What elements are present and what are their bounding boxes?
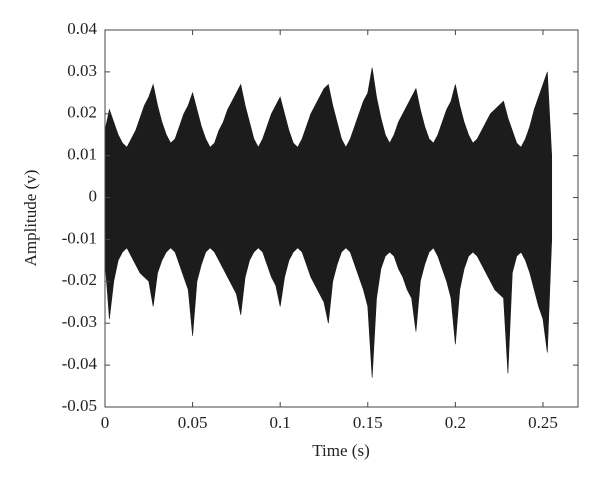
y-tick-label: -0.02 <box>62 270 97 289</box>
signal-area <box>104 197 553 378</box>
x-axis-label: Time (s) <box>312 441 369 460</box>
plot-frame <box>104 29 579 408</box>
y-tick-label: -0.04 <box>62 354 98 373</box>
y-tick-label: -0.03 <box>62 312 97 331</box>
y-tick-label: 0.01 <box>67 145 97 164</box>
x-tick-label: 0.2 <box>445 413 466 432</box>
signal-area <box>104 67 553 198</box>
x-tick-label: 0.15 <box>353 413 383 432</box>
y-tick-label: 0 <box>89 186 98 205</box>
x-tick-label: 0.25 <box>528 413 558 432</box>
y-tick-label: 0.02 <box>67 103 97 122</box>
y-tick-label: 0.03 <box>67 61 97 80</box>
x-tick-label: 0.05 <box>178 413 208 432</box>
y-tick-label: 0.04 <box>67 19 97 38</box>
y-tick-label: -0.01 <box>62 228 97 247</box>
x-tick-label: 0 <box>101 413 110 432</box>
y-axis-label: Amplitude (v) <box>21 170 40 267</box>
x-tick-label: 0.1 <box>270 413 291 432</box>
y-tick-label: -0.05 <box>62 396 97 415</box>
